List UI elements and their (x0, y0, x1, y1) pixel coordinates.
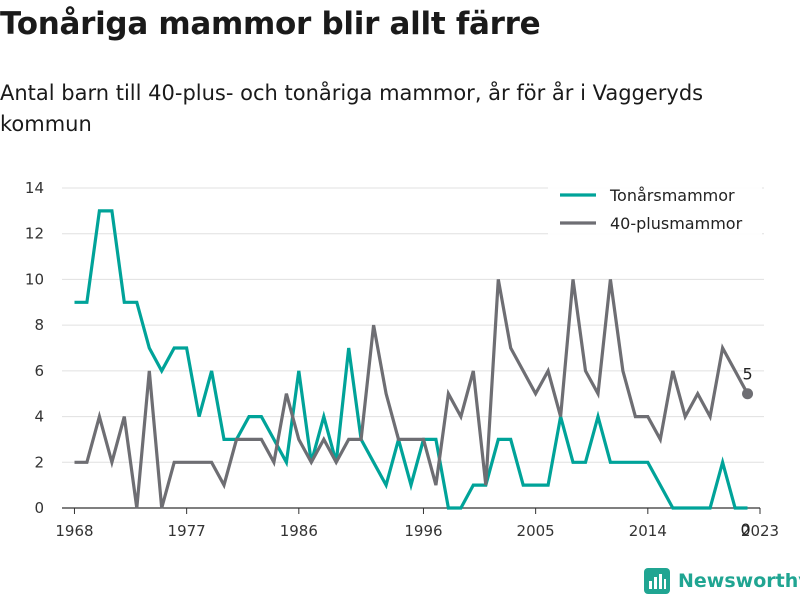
newsworthy-logo[interactable]: Newsworthy (644, 568, 800, 594)
x-tick-label: 1996 (404, 522, 442, 540)
x-axis: 1968 1977 1986 1996 2005 2014 2023 (55, 507, 779, 540)
x-tick-label: 1986 (280, 522, 318, 540)
end-label: 0 (740, 520, 750, 539)
y-tick-label: 6 (34, 362, 44, 380)
legend-background (548, 180, 762, 238)
y-tick-label: 12 (25, 225, 44, 243)
end-point-marker (742, 388, 754, 400)
y-tick-label: 8 (34, 316, 44, 334)
series-line-0 (74, 209, 748, 510)
x-tick-label: 2014 (629, 522, 667, 540)
x-tick-label: 1968 (55, 522, 93, 540)
series-line-1 (74, 279, 749, 509)
legend-label: 40-plusmammor (610, 214, 743, 233)
end-labels: 50 (740, 365, 754, 539)
y-tick-label: 4 (34, 408, 44, 426)
bar-chart-logo-icon (644, 568, 670, 594)
logo-text: Newsworthy (678, 570, 800, 592)
x-tick-label: 2023 (741, 522, 779, 540)
series-lines (74, 209, 749, 510)
x-tick-label: 1977 (168, 522, 206, 540)
x-tick-label: 2005 (517, 522, 555, 540)
legend-label: Tonårsmammor (609, 186, 735, 205)
y-tick-label: 14 (25, 179, 44, 197)
end-label: 5 (742, 365, 752, 384)
y-tick-label: 10 (25, 270, 44, 288)
legend: Tonårsmammor 40-plusmammor (548, 180, 762, 238)
y-axis-ticks: 0 2 4 6 8 10 12 14 (25, 179, 44, 517)
y-tick-label: 2 (34, 453, 44, 471)
y-tick-label: 0 (34, 499, 44, 517)
chart-title: Tonåriga mammor blir allt färre (0, 6, 541, 42)
chart-subtitle: Antal barn till 40-plus- och tonåriga ma… (0, 81, 704, 136)
